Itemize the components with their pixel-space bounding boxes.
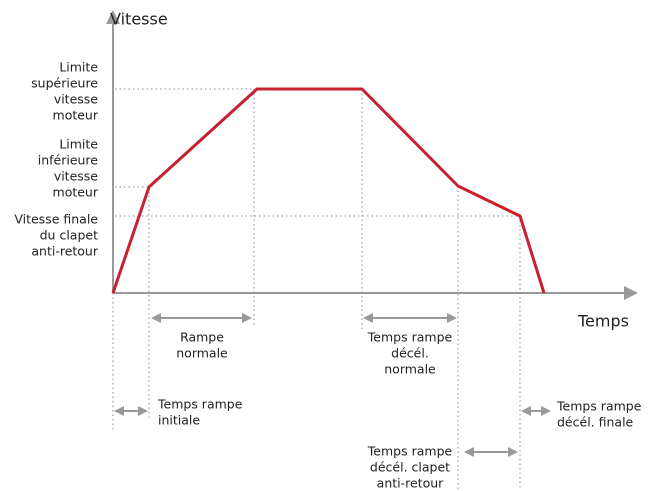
- phase-label: Temps rampe: [556, 399, 642, 414]
- level-label: vitesse: [54, 169, 98, 184]
- phase-label: anti-retour: [377, 476, 444, 491]
- level-label: moteur: [53, 185, 99, 200]
- y-axis-label: Vitesse: [110, 10, 168, 29]
- phase-label: normale: [384, 362, 436, 377]
- level-label: du clapet: [40, 228, 98, 243]
- level-label: anti-retour: [31, 244, 98, 259]
- phase-label: Temps rampe: [367, 444, 453, 459]
- level-label: Vitesse finale: [14, 212, 98, 227]
- phase-label: Temps rampe: [367, 330, 453, 345]
- phase-label: décél. finale: [557, 415, 634, 430]
- level-label: moteur: [53, 108, 99, 123]
- guides: [112, 88, 521, 490]
- speed-profile: [111, 87, 546, 294]
- phase-label: initiale: [158, 413, 200, 428]
- level-label: Limite: [59, 60, 98, 75]
- x-axis-label: Temps: [577, 312, 629, 331]
- level-label: inférieure: [38, 153, 99, 168]
- duration-arrows: [114, 313, 551, 457]
- level-label: vitesse: [54, 92, 98, 107]
- level-label: Limite: [59, 137, 98, 152]
- phase-label: Rampe: [180, 330, 224, 345]
- level-label: supérieure: [31, 76, 98, 91]
- phase-label: normale: [176, 346, 228, 361]
- phase-label: Temps rampe: [157, 397, 243, 412]
- phase-label: décél.: [391, 346, 429, 361]
- phase-label: décél. clapet: [370, 460, 450, 475]
